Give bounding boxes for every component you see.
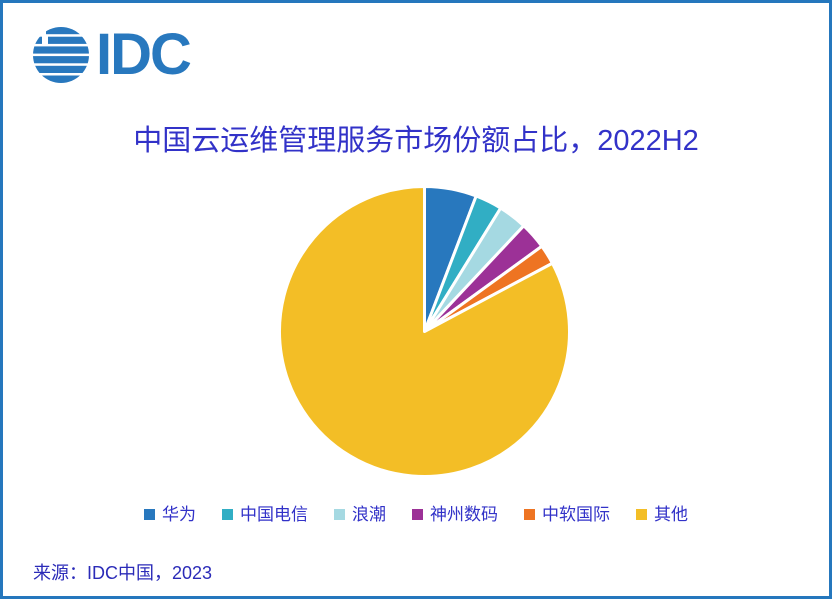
- legend-swatch-icon: [222, 509, 233, 520]
- legend-item-china-telecom: 中国电信: [222, 506, 308, 523]
- legend-item-others: 其他: [636, 506, 688, 523]
- idc-logo-text: IDC: [96, 22, 192, 87]
- legend-label: 中国电信: [240, 505, 308, 524]
- legend-item-inspur: 浪潮: [334, 506, 386, 523]
- pie-chart: [276, 183, 573, 480]
- legend-swatch-icon: [412, 509, 423, 520]
- legend-label: 神州数码: [430, 505, 498, 524]
- legend-label: 浪潮: [352, 505, 386, 524]
- idc-logo: IDC: [33, 22, 192, 87]
- legend-item-digital-china: 神州数码: [412, 506, 498, 523]
- source-note: 来源：IDC中国，2023: [33, 563, 213, 583]
- idc-globe-icon: [33, 27, 89, 83]
- legend-swatch-icon: [334, 509, 345, 520]
- legend-item-chinasoft: 中软国际: [524, 506, 610, 523]
- legend-label: 中软国际: [542, 505, 610, 524]
- legend-swatch-icon: [524, 509, 535, 520]
- legend-item-huawei: 华为: [144, 506, 196, 523]
- pie-chart-svg: [277, 185, 571, 478]
- chart-legend: 华为 中国电信 浪潮 神州数码 中软国际 其他: [3, 506, 829, 523]
- chart-title: 中国云运维管理服务市场份额占比，2022H2: [133, 125, 699, 157]
- legend-label: 其他: [654, 505, 688, 524]
- legend-swatch-icon: [144, 509, 155, 520]
- legend-swatch-icon: [636, 509, 647, 520]
- legend-label: 华为: [162, 505, 196, 524]
- pie-slice: [277, 185, 571, 478]
